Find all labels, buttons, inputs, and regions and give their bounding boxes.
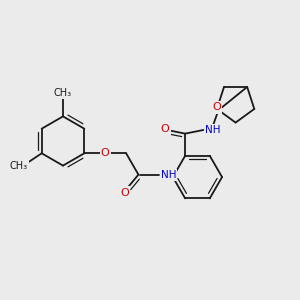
Text: NH: NH bbox=[205, 125, 220, 135]
Text: O: O bbox=[120, 188, 129, 197]
Text: O: O bbox=[101, 148, 110, 158]
Text: NH: NH bbox=[161, 169, 176, 180]
Text: O: O bbox=[212, 103, 221, 112]
Text: O: O bbox=[161, 124, 170, 134]
Text: CH₃: CH₃ bbox=[10, 161, 28, 171]
Text: CH₃: CH₃ bbox=[54, 88, 72, 98]
